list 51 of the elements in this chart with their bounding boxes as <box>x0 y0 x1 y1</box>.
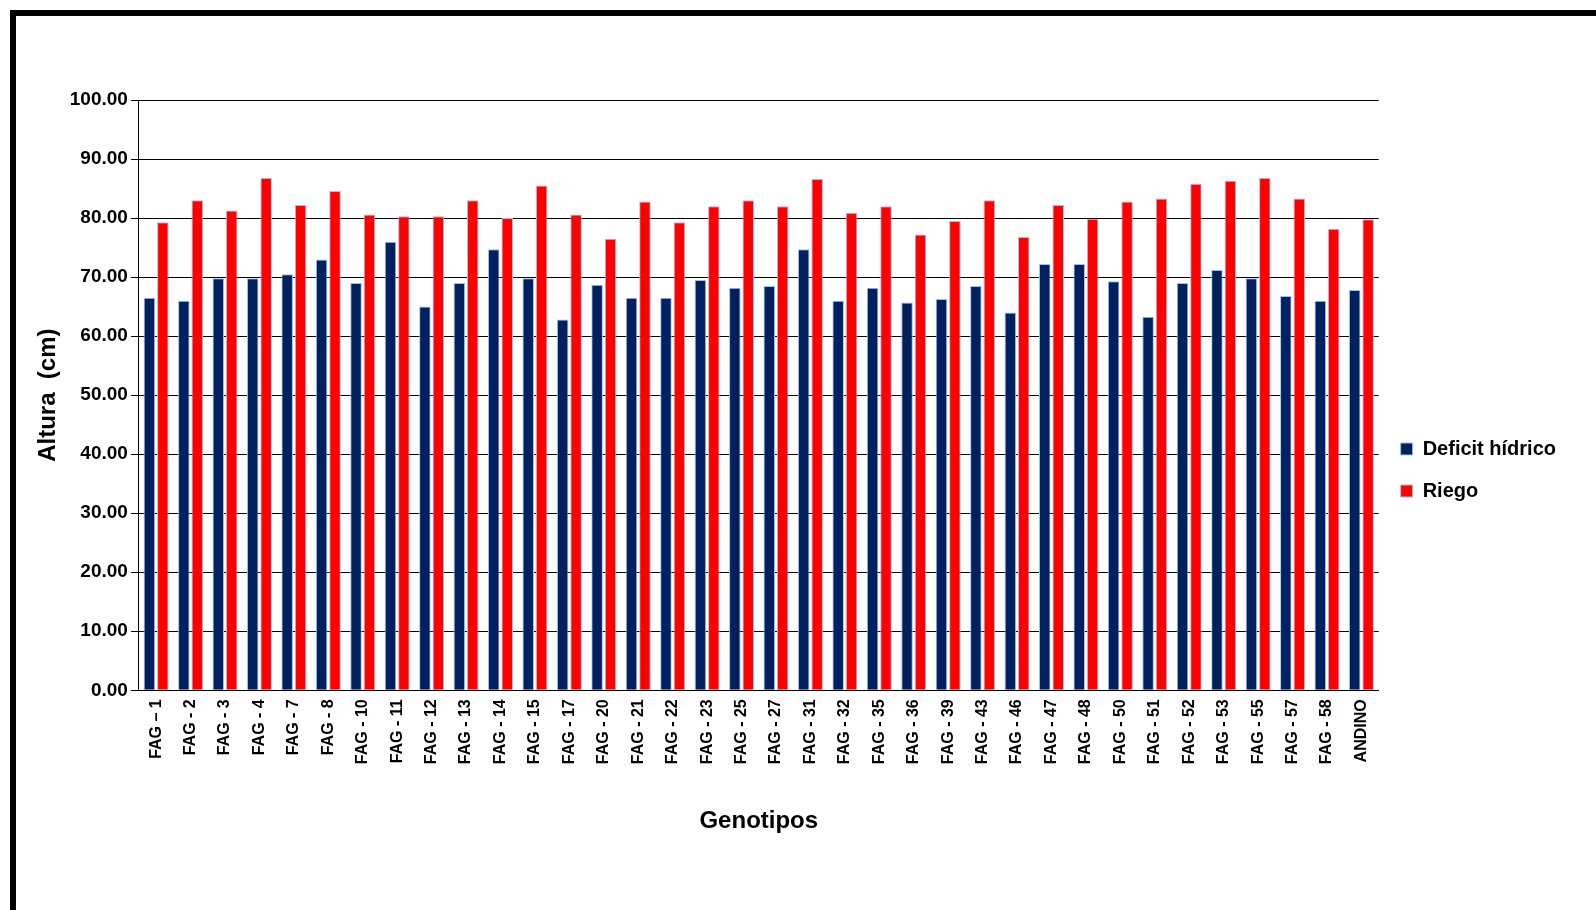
x-tick-label: FAG - 25 <box>731 699 749 765</box>
x-tick-label: FAG - 32 <box>835 699 853 765</box>
y-tick-label: 100.00 <box>69 88 128 110</box>
x-tick-label: FAG - 8 <box>318 699 336 756</box>
x-tick-label: FAG - 15 <box>525 699 543 765</box>
y-tick-label: 50.00 <box>80 383 128 405</box>
x-tick-label: FAG - 11 <box>387 699 405 764</box>
x-tick-label: FAG - 57 <box>1282 699 1300 765</box>
x-tick-label: FAG - 47 <box>1041 699 1059 765</box>
x-tick-label: FAG - 53 <box>1214 699 1232 765</box>
x-tick-label: FAG - 52 <box>1179 699 1197 765</box>
x-tick-label: FAG - 27 <box>766 699 784 765</box>
x-tick-label: FAG - 31 <box>800 699 818 765</box>
x-tick-label: FAG - 43 <box>973 699 991 765</box>
x-tick-label: FAG - 21 <box>628 699 646 765</box>
x-tick-label: FAG - 58 <box>1317 699 1335 765</box>
x-tick-label: FAG - 51 <box>1145 699 1163 765</box>
x-tick-label: FAG - 14 <box>490 699 508 765</box>
x-tick-label: FAG - 46 <box>1007 699 1025 765</box>
x-tick-label: FAG - 2 <box>180 699 198 756</box>
legend-label: Riego <box>1422 478 1479 501</box>
y-tick-label: 60.00 <box>80 324 128 346</box>
x-tick-label: FAG - 55 <box>1248 699 1266 765</box>
legend-label: Deficit hídrico <box>1422 436 1557 459</box>
y-tick-label: 30.00 <box>80 501 128 523</box>
x-tick-label: FAG - 17 <box>559 699 577 765</box>
x-tick-label: ANDINO <box>1351 699 1369 763</box>
x-tick-label: FAG - 20 <box>594 699 612 765</box>
x-tick-label: FAG - 13 <box>456 699 474 765</box>
x-tick-label: FAG - 22 <box>663 699 681 765</box>
x-tick-label: FAG - 48 <box>1076 699 1094 765</box>
y-tick-label: 80.00 <box>80 206 128 228</box>
x-tick-label: FAG - 4 <box>249 699 267 756</box>
y-tick-label: 0.00 <box>90 678 128 700</box>
x-tick-label: FAG - 7 <box>284 699 302 756</box>
x-tick-label: FAG - 35 <box>869 699 887 765</box>
x-tick-label: FAG - 50 <box>1110 699 1128 765</box>
x-tick-label: FAG - 12 <box>422 699 440 765</box>
x-tick-label: FAG - 10 <box>353 699 371 765</box>
y-tick-label: 40.00 <box>80 442 128 464</box>
y-axis-title: Altura (cm) <box>33 328 61 462</box>
x-tick-label: FAG - 23 <box>697 699 715 765</box>
x-tick-label: FAG - 39 <box>938 699 956 765</box>
y-tick-label: 90.00 <box>80 147 128 169</box>
y-tick-label: 70.00 <box>80 265 128 287</box>
y-tick-label: 10.00 <box>80 619 128 641</box>
x-tick-label: FAG - 3 <box>215 699 233 756</box>
x-axis-title: Genotipos <box>699 806 819 834</box>
y-tick-label: 20.00 <box>80 560 128 582</box>
x-tick-label: FAG – 1 <box>146 699 164 759</box>
x-tick-label: FAG - 36 <box>904 699 922 765</box>
